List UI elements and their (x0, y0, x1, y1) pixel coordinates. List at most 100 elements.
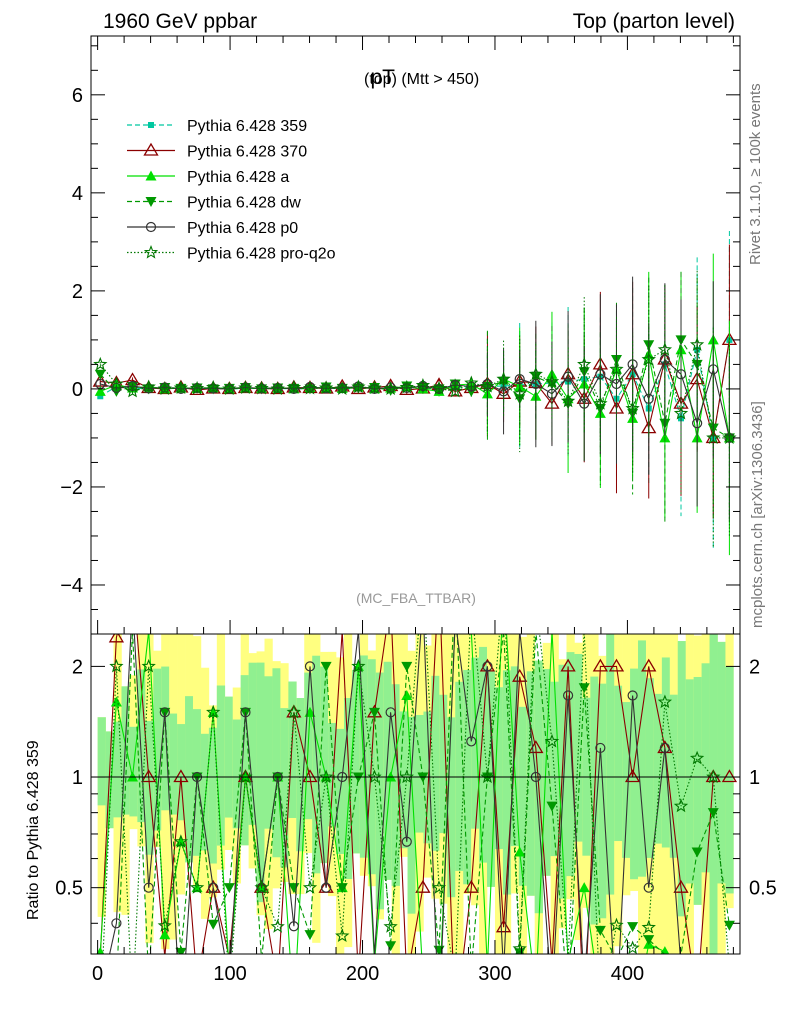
series-pro (93, 270, 737, 548)
ratio-band-yellow (97, 717, 106, 917)
ratio-point (689, 750, 705, 765)
ratio-band-green (558, 664, 567, 899)
ratio-point (641, 920, 656, 934)
ratio-band-green (574, 653, 583, 842)
ratio-point (318, 769, 334, 784)
ratio-band-green (97, 717, 106, 806)
data-point (465, 386, 477, 397)
legend-marker-359 (148, 122, 154, 128)
ratio-series-pro (102, 634, 729, 954)
data-point (659, 354, 670, 365)
data-point (577, 356, 592, 371)
ratio-band-green (487, 670, 496, 887)
ratio-point (189, 880, 205, 894)
data-point (270, 381, 285, 396)
ratio-point (173, 834, 189, 848)
ratio-band-green (455, 681, 464, 871)
ratio-band-green (622, 702, 631, 858)
header-right: Top (parton level) (573, 10, 735, 33)
ratio-band-green (494, 687, 504, 850)
ratio-point (110, 696, 122, 707)
data-point (93, 356, 108, 371)
ratio-band-green (725, 666, 734, 894)
data-point (367, 380, 382, 395)
header-left: 1960 GeV ppbar (103, 10, 257, 33)
ratio-point (546, 801, 558, 812)
ratio-point (592, 658, 608, 672)
ratio-band-green (320, 666, 329, 864)
series-line (100, 339, 730, 439)
axis-ticks: −4 −2 0 2 4 6 0.5 0.5 1 1 2 2 0 100 200 300 400 (55, 36, 777, 985)
ratio-point (108, 634, 125, 643)
xtick-label: 0 (92, 963, 103, 985)
ratio-band-green (351, 669, 361, 854)
ratio-band-green (439, 694, 448, 834)
ratio-point (641, 658, 657, 672)
ratio-point (157, 918, 172, 932)
ratio-point (643, 882, 654, 893)
ratio-point (705, 769, 721, 783)
ratio-point (351, 658, 366, 673)
legend-label-dw: Pythia 6.428 dw (187, 195, 301, 212)
ratio-point (562, 690, 574, 701)
data-point (302, 380, 318, 395)
data-point (335, 381, 350, 396)
data-point (657, 342, 673, 356)
ratio-point (594, 925, 606, 936)
ratio-band-green (343, 698, 353, 880)
data-point (224, 383, 235, 395)
analysis-watermark: (MC_FBA_TTBAR) (356, 590, 476, 606)
main-series-layer (92, 231, 738, 556)
ratio-point (609, 917, 624, 932)
ratio-point (383, 919, 398, 933)
data-point (448, 383, 463, 398)
ratio-point (385, 941, 397, 952)
ratio-point (367, 769, 382, 784)
data-point (208, 383, 219, 394)
data-point (97, 393, 104, 400)
ratio-point (643, 935, 655, 946)
data-point (157, 381, 172, 396)
data-point (175, 383, 187, 395)
ratio-point (223, 883, 235, 894)
ratio-band-green (606, 634, 615, 895)
data-point (675, 369, 687, 380)
ratio-point (173, 769, 189, 783)
data-point (254, 380, 269, 395)
ratio-band-green (359, 655, 369, 858)
ratio-point (111, 918, 122, 929)
data-point (318, 380, 334, 395)
ratio-point (175, 947, 187, 954)
ratio-ytick-label-left: 2 (72, 656, 83, 678)
data-point (673, 405, 689, 420)
data-point (641, 352, 656, 366)
ratio-band-green (224, 696, 234, 818)
ratio-band-green (113, 721, 122, 818)
ratio-point (302, 880, 318, 894)
legend-marker-dw (145, 197, 157, 207)
rivet-label: Rivet 3.1.10, ≥ 100k events (747, 83, 764, 265)
data-point (94, 385, 106, 396)
ratio-point (595, 742, 606, 754)
ratio-band-green (367, 659, 377, 875)
ratio-point (238, 769, 253, 784)
ratio-point (627, 690, 638, 701)
ratio-band-green (161, 666, 170, 811)
ratio-band-green (502, 670, 512, 895)
ratio-band-green (208, 727, 218, 864)
data-point (141, 379, 156, 394)
ratio-bands (97, 634, 734, 954)
data-point (431, 380, 447, 395)
main-ytick-label: 6 (72, 85, 83, 107)
ratio-ytick-label-left: 0.5 (55, 878, 83, 900)
mcplots-label: mcplots.cern.ch [arXiv:1306.3436] (749, 401, 766, 628)
ratio-band-green (383, 661, 392, 880)
ratio-band-green (216, 685, 226, 846)
ratio-point (159, 707, 170, 718)
ratio-point (385, 707, 396, 718)
ratio-band-green (312, 655, 321, 874)
ratio-point (512, 668, 528, 682)
ratio-point (466, 736, 477, 747)
legend-label-p0: Pythia 6.428 p0 (187, 220, 298, 237)
ratio-band-green (431, 675, 440, 851)
